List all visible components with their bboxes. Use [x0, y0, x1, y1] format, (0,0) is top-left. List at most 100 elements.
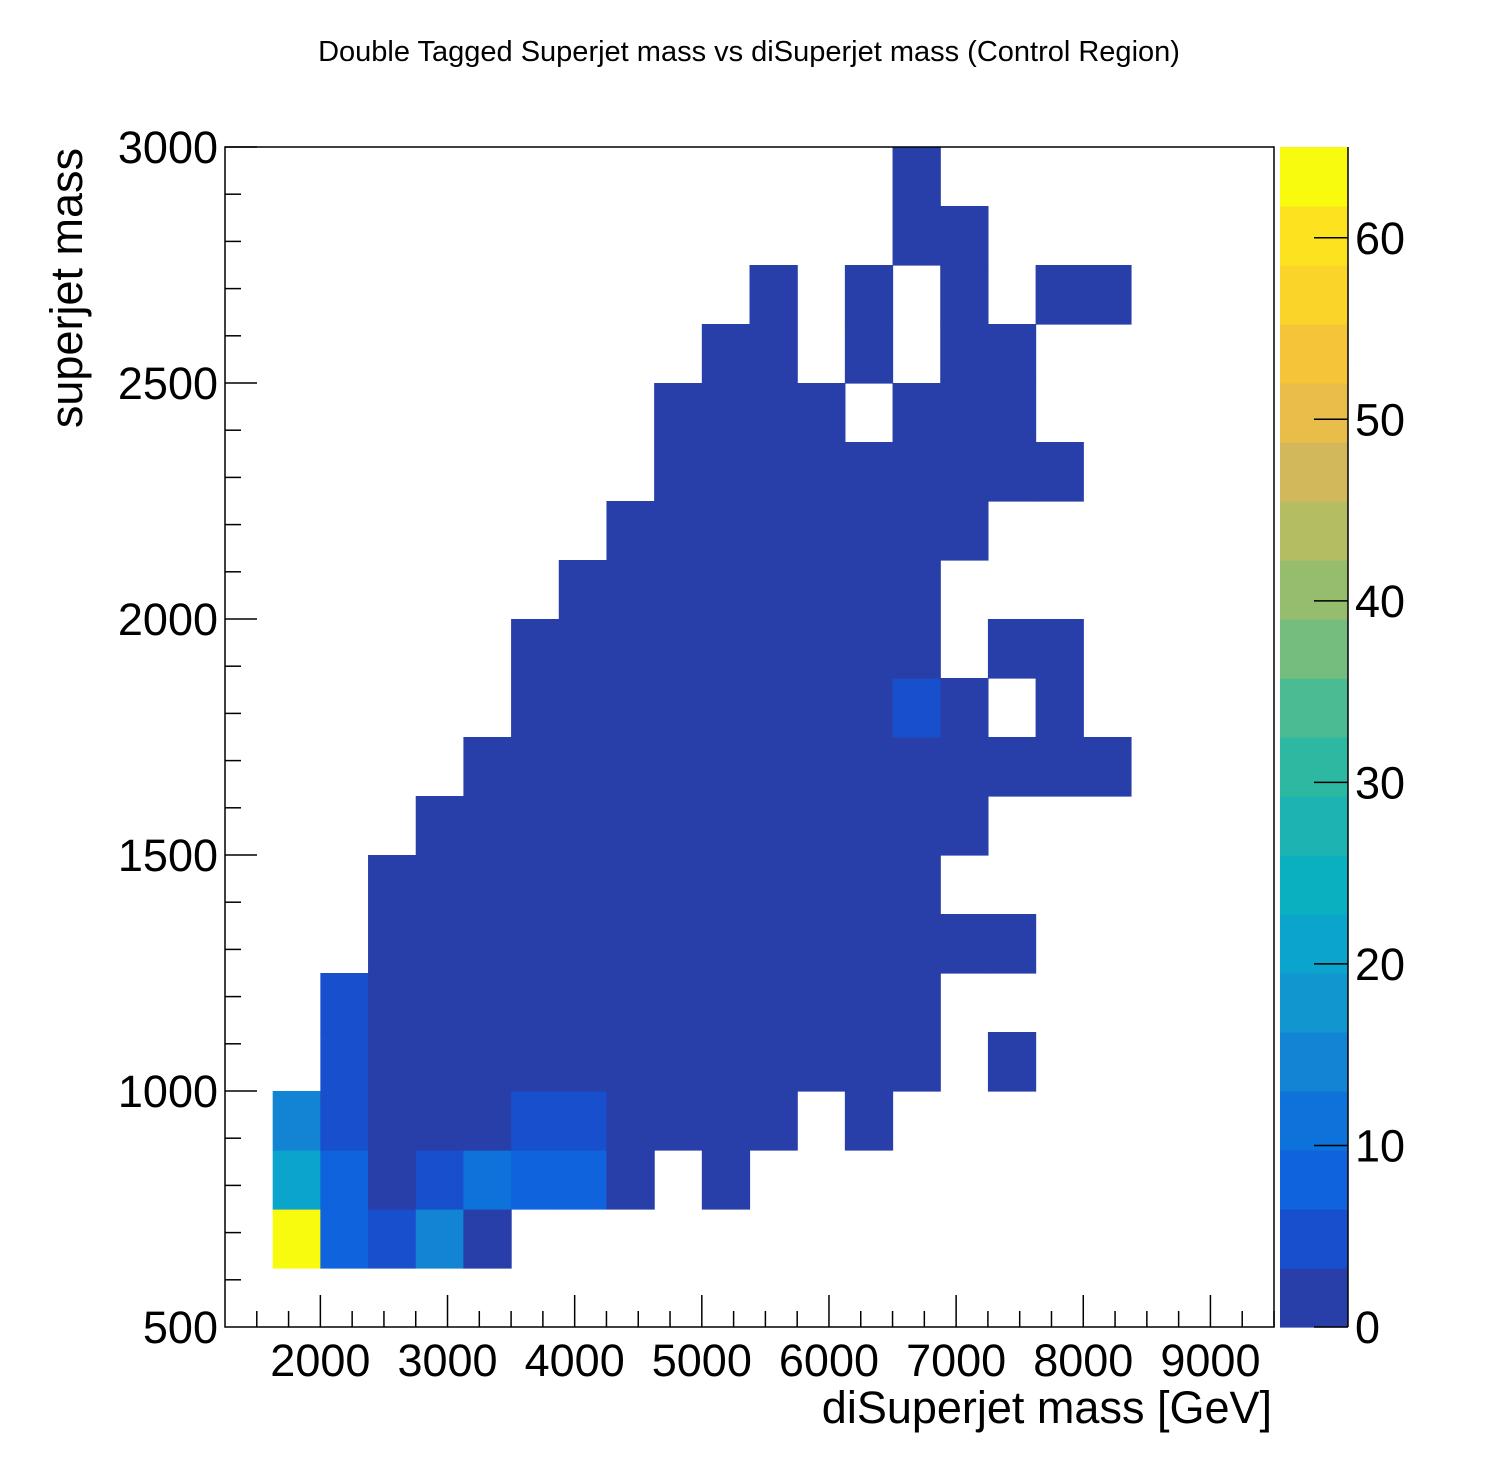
y-tick-label: 1500 — [118, 830, 218, 881]
colorbar: 0 10 20 30 40 50 60 — [1280, 147, 1405, 1353]
colorbar-tick-label: 20 — [1355, 939, 1405, 990]
heatmap-cell — [1035, 737, 1084, 797]
colorbar-tick-label: 30 — [1355, 757, 1405, 808]
heatmap-cell — [797, 442, 846, 502]
heatmap-cell — [987, 619, 1037, 679]
heatmap-cell — [701, 560, 751, 620]
heatmap-cell — [558, 973, 608, 1033]
colorbar-segment — [1280, 678, 1348, 738]
plot-frame — [224, 146, 1275, 1328]
heatmap-cell — [844, 324, 894, 384]
heatmap-cell — [797, 501, 846, 561]
heatmap-cell — [749, 619, 798, 679]
heatmap-cell — [797, 855, 846, 915]
heatmap-cell — [320, 973, 369, 1033]
heatmap-cell — [320, 1150, 369, 1210]
x-tick-label: 2000 — [270, 1335, 370, 1386]
heatmap-cell — [558, 737, 608, 797]
heatmap-cell — [1035, 265, 1084, 325]
heatmap-cell — [892, 855, 941, 915]
heatmap-cell — [654, 383, 703, 443]
heatmap-cell — [701, 324, 751, 384]
heatmap-cell — [844, 796, 894, 856]
heatmap-cell — [320, 1209, 369, 1269]
heatmap-cell — [368, 973, 417, 1033]
heatmap-cell — [987, 737, 1037, 797]
heatmap-cell — [892, 973, 941, 1033]
heatmap-cell — [844, 914, 894, 974]
heatmap-cell — [606, 1150, 655, 1210]
heatmap-cell — [463, 1209, 512, 1269]
heatmap-cell — [844, 442, 894, 502]
heatmap-cell — [987, 914, 1037, 974]
heatmap-cell — [606, 855, 655, 915]
heatmap-cell — [844, 1091, 894, 1151]
heatmap-cell — [701, 796, 751, 856]
y-tick-label: 2500 — [118, 358, 218, 409]
heatmap-cell — [892, 1032, 941, 1092]
heatmap-cell — [511, 619, 560, 679]
heatmap-cell — [463, 737, 512, 797]
y-tick-label: 1000 — [118, 1066, 218, 1117]
heatmap-cell — [940, 501, 989, 561]
heatmap-cell — [701, 973, 751, 1033]
colorbar-segment — [1280, 1032, 1348, 1092]
heatmap-cell — [987, 324, 1037, 384]
colorbar-segment — [1280, 147, 1348, 207]
colorbar-segment — [1280, 619, 1348, 679]
heatmap-cell — [749, 560, 798, 620]
heatmap-cell — [654, 914, 703, 974]
heatmap-cell — [558, 1150, 608, 1210]
heatmap-cell — [940, 737, 989, 797]
heatmap-cell — [749, 1032, 798, 1092]
heatmap-cell — [844, 1032, 894, 1092]
heatmap-cell — [1083, 737, 1132, 797]
colorbar-segment — [1280, 855, 1348, 915]
colorbar-segment — [1280, 796, 1348, 856]
heatmap-cell — [606, 1091, 655, 1151]
heatmap-cell — [654, 678, 703, 738]
x-axis: 2000 3000 4000 5000 6000 7000 8000 9000 — [256, 1295, 1275, 1386]
heatmap-cell — [320, 1032, 369, 1092]
heatmap-cell — [892, 442, 941, 502]
heatmap-cell — [415, 1209, 465, 1269]
heatmap-cell — [606, 1032, 655, 1092]
heatmap-cell — [844, 501, 894, 561]
heatmap-cell — [272, 1209, 321, 1269]
heatmap-cell — [415, 973, 465, 1033]
heatmap-cell — [797, 619, 846, 679]
heatmap-cell — [558, 619, 608, 679]
heatmap-cell — [797, 383, 846, 443]
colorbar-tick-label: 0 — [1355, 1302, 1380, 1353]
heatmap-cell — [558, 855, 608, 915]
heatmap-cell — [415, 1150, 465, 1210]
heatmap-cell — [606, 619, 655, 679]
heatmap-cell — [892, 206, 941, 266]
heatmap-cell — [558, 678, 608, 738]
heatmap-cell — [892, 796, 941, 856]
heatmap-cells — [272, 147, 1132, 1269]
heatmap-cell — [749, 442, 798, 502]
heatmap-cell — [463, 973, 512, 1033]
heatmap-cell — [368, 914, 417, 974]
chart-title: Double Tagged Superjet mass vs diSuperje… — [318, 36, 1180, 68]
x-tick-label: 3000 — [397, 1335, 497, 1386]
heatmap-cell — [940, 442, 989, 502]
colorbar-segment — [1280, 737, 1348, 797]
heatmap-cell — [654, 501, 703, 561]
y-axis: 500 1000 1500 2000 2500 3000 — [118, 122, 257, 1353]
y-tick-label: 500 — [143, 1302, 218, 1353]
heatmap-cell — [463, 1091, 512, 1151]
colorbar-segment — [1280, 1150, 1348, 1210]
heatmap-cell — [511, 855, 560, 915]
colorbar-tick-label: 40 — [1355, 576, 1405, 627]
heatmap-cell — [940, 383, 989, 443]
heatmap-cell — [606, 973, 655, 1033]
heatmap-cell — [844, 265, 894, 325]
heatmap-cell — [606, 796, 655, 856]
heatmap-cell — [940, 914, 989, 974]
heatmap-cell — [797, 678, 846, 738]
heatmap-cell — [511, 796, 560, 856]
heatmap-cell — [368, 1032, 417, 1092]
heatmap-cell — [797, 1032, 846, 1092]
